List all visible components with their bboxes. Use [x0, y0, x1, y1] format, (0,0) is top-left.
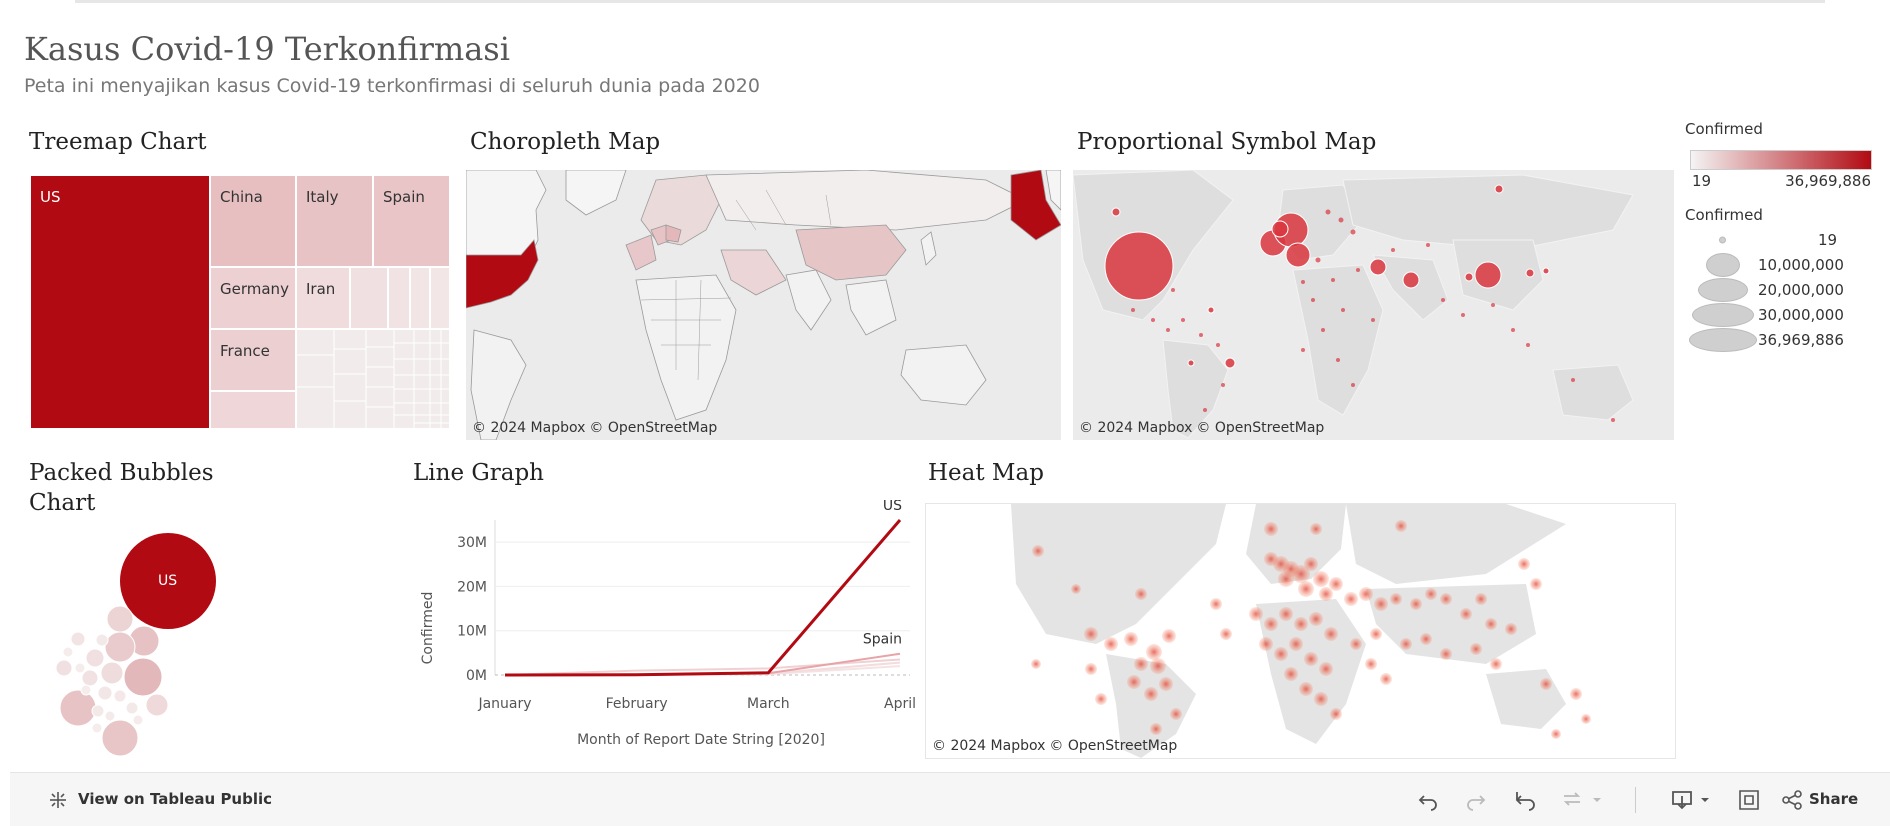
bubbles-title: Packed Bubbles Chart: [29, 458, 214, 518]
heat-map[interactable]: © 2024 Mapbox © OpenStreetMap: [925, 503, 1676, 759]
bubbles-title-line-1: Packed Bubbles: [29, 460, 214, 486]
treemap-cell-france[interactable]: France: [210, 329, 296, 391]
treemap-label-china: China: [220, 188, 263, 206]
line-graph-title: Line Graph: [413, 460, 544, 486]
mapbox-attribution[interactable]: © 2024 Mapbox: [932, 738, 1046, 754]
x-tick-label: April: [884, 696, 916, 712]
heat-dots: [1031, 520, 1591, 739]
tableau-logo-icon: [50, 792, 66, 808]
size-legend-label: 19: [1818, 231, 1838, 249]
treemap-label-france: France: [220, 342, 270, 360]
share-icon: [1782, 790, 1802, 810]
size-legend-label: 10,000,000: [1758, 256, 1844, 274]
line-chart-svg: 0M 10M 20M 30M January February March April US…: [420, 498, 916, 748]
series-line[interactable]: [504, 519, 902, 677]
bottom-toolbar: View on Tableau Public Share: [10, 772, 1890, 826]
redo-icon[interactable]: [1464, 788, 1488, 812]
download-icon[interactable]: [1670, 788, 1694, 812]
color-legend-title: Confirmed: [1685, 120, 1763, 138]
treemap-cell-germany[interactable]: Germany: [210, 267, 296, 329]
download-dropdown-icon[interactable]: [1698, 788, 1712, 812]
choropleth-title: Choropleth Map: [470, 129, 661, 155]
treemap-cell[interactable]: [388, 267, 410, 329]
share-label: Share: [1809, 790, 1859, 808]
treemap-chart[interactable]: US China Italy Spain Germany Iran France: [30, 175, 450, 429]
bubbles-title-line-2: Chart: [29, 490, 96, 516]
choropleth-geography: [465, 169, 1062, 441]
y-tick-label: 0M: [466, 668, 487, 684]
bubble-label-us: US: [158, 573, 178, 589]
treemap-label-spain: Spain: [383, 188, 425, 206]
refresh-dropdown-icon[interactable]: [1590, 788, 1604, 812]
color-legend-gradient[interactable]: [1690, 150, 1872, 170]
packed-bubbles-chart[interactable]: US: [50, 528, 230, 760]
treemap-label-italy: Italy: [306, 188, 339, 206]
color-legend-max: 36,969,886: [1785, 172, 1871, 190]
treemap-title: Treemap Chart: [29, 129, 207, 155]
x-tick-label: January: [477, 696, 531, 712]
size-legend-symbol: [1706, 253, 1740, 277]
treemap-cell[interactable]: [296, 329, 450, 429]
treemap-cell-china[interactable]: China: [210, 175, 296, 267]
packed-bubbles: [55, 533, 216, 757]
size-legend-symbol: [1689, 328, 1757, 352]
treemap-label-germany: Germany: [220, 280, 289, 298]
size-legend-label: 30,000,000: [1758, 306, 1844, 324]
x-tick-label: March: [747, 696, 790, 712]
mapbox-attribution[interactable]: © 2024 Mapbox: [1079, 420, 1193, 436]
treemap-cell[interactable]: [210, 391, 296, 429]
fullscreen-icon[interactable]: [1737, 788, 1761, 812]
page-subtitle: Peta ini menyajikan kasus Covid-19 terko…: [24, 75, 760, 97]
size-legend-symbol: [1719, 236, 1726, 244]
mapbox-attribution[interactable]: © 2024 Mapbox: [472, 420, 586, 436]
treemap-label-us: US: [40, 188, 61, 206]
y-tick-label: 10M: [457, 624, 487, 640]
treemap-cell[interactable]: [350, 267, 388, 329]
x-axis-label: Month of Report Date String [2020]: [577, 732, 825, 748]
proportional-symbols: [1072, 169, 1634, 439]
proportional-title: Proportional Symbol Map: [1077, 129, 1377, 155]
heat-map-attribution: © 2024 Mapbox © OpenStreetMap: [932, 738, 1181, 754]
series-label: US: [883, 500, 902, 514]
y-tick-label: 20M: [457, 579, 487, 595]
x-tick-label: February: [606, 696, 668, 712]
page-title: Kasus Covid-19 Terkonfirmasi: [24, 30, 510, 68]
line-graph[interactable]: 0M 10M 20M 30M January February March April US…: [410, 498, 920, 760]
treemap-small-cells: [296, 329, 450, 429]
size-legend-label: 36,969,886: [1758, 331, 1844, 349]
treemap-cell-iran[interactable]: Iran: [296, 267, 350, 329]
view-on-tableau-label: View on Tableau Public: [78, 790, 273, 808]
series-label: Spain: [863, 632, 902, 648]
treemap-cell[interactable]: [410, 267, 430, 329]
undo-icon[interactable]: [1416, 788, 1440, 812]
refresh-icon[interactable]: [1560, 788, 1584, 812]
size-legend-symbol: [1698, 278, 1748, 302]
y-axis-label: Confirmed: [420, 592, 436, 665]
bubble-us[interactable]: [120, 533, 216, 629]
osm-attribution[interactable]: © OpenStreetMap: [1049, 738, 1178, 754]
choropleth-attribution: © 2024 Mapbox © OpenStreetMap: [472, 420, 721, 436]
proportional-attribution: © 2024 Mapbox © OpenStreetMap: [1079, 420, 1328, 436]
osm-attribution[interactable]: © OpenStreetMap: [1196, 420, 1325, 436]
size-legend-symbol: [1692, 303, 1754, 327]
treemap-cell-us[interactable]: US: [30, 175, 210, 429]
size-legend-label: 20,000,000: [1758, 281, 1844, 299]
color-legend-min: 19: [1692, 172, 1712, 190]
treemap-cell[interactable]: [430, 267, 450, 329]
heat-map-layer: [1011, 504, 1591, 758]
treemap-label-iran: Iran: [306, 280, 336, 298]
heat-map-title: Heat Map: [928, 460, 1044, 486]
osm-attribution[interactable]: © OpenStreetMap: [589, 420, 718, 436]
y-tick-label: 30M: [457, 535, 487, 551]
treemap-cell-italy[interactable]: Italy: [296, 175, 373, 267]
size-legend-title: Confirmed: [1685, 206, 1763, 224]
top-divider: [75, 0, 1825, 3]
toolbar-divider: [1635, 787, 1636, 813]
revert-icon[interactable]: [1513, 788, 1537, 812]
proportional-symbol-map[interactable]: © 2024 Mapbox © OpenStreetMap: [1072, 169, 1674, 440]
treemap-cell-spain[interactable]: Spain: [373, 175, 450, 267]
choropleth-map[interactable]: © 2024 Mapbox © OpenStreetMap: [465, 169, 1062, 441]
